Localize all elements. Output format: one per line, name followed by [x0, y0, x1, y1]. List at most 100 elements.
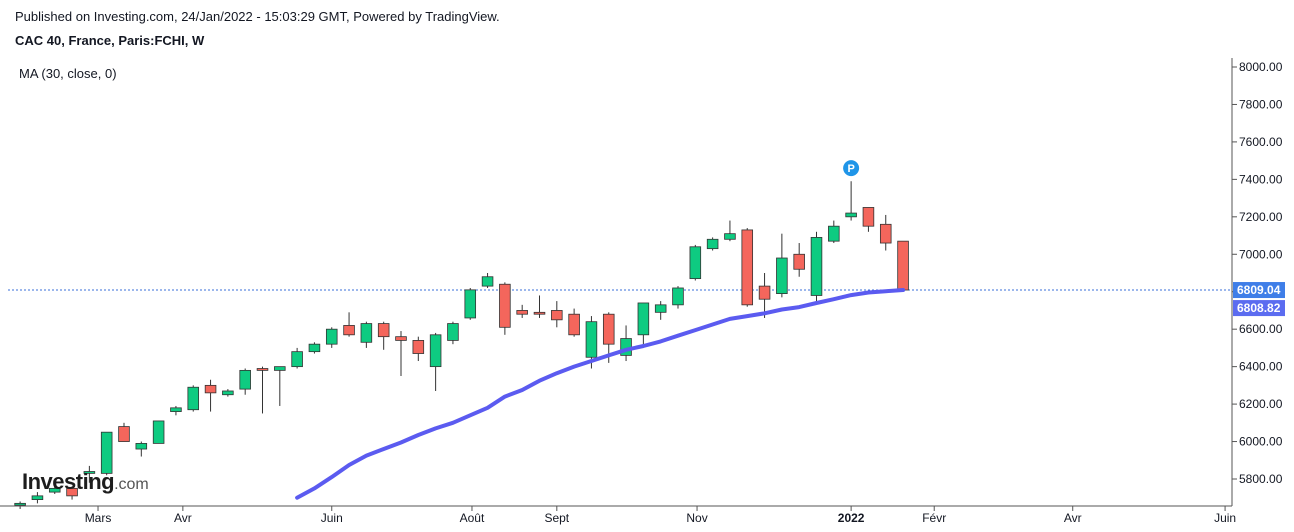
- candle-body: [654, 304, 667, 313]
- x-tick-label: Juin: [1214, 511, 1236, 525]
- candle: [516, 304, 528, 318]
- candle-body: [481, 276, 494, 287]
- y-tick-label: 7400.00: [1239, 172, 1283, 186]
- y-tick-label: 8000.00: [1239, 60, 1283, 74]
- candle: [256, 366, 269, 414]
- candle-body: [741, 229, 754, 306]
- candle: [862, 207, 875, 232]
- candle-body: [724, 233, 736, 240]
- last-price-tag: 6809.04: [1233, 282, 1285, 299]
- x-tick-label: 2022: [838, 511, 865, 525]
- candle: [637, 302, 650, 345]
- candle: [100, 431, 113, 476]
- x-tick-label: Sept: [544, 511, 569, 525]
- candle-body: [776, 257, 788, 295]
- candle: [274, 366, 286, 406]
- candle-body: [204, 384, 217, 394]
- candle-body: [447, 323, 459, 341]
- x-tick-label: Févr: [922, 511, 946, 525]
- price-tags: 6809.04 6808.82: [1233, 282, 1285, 317]
- last-price-tag-text: 6809.04: [1237, 283, 1281, 297]
- candle-body: [897, 240, 909, 291]
- candle: [377, 321, 390, 350]
- candle-body: [222, 390, 234, 396]
- candle-body: [308, 343, 321, 353]
- candle: [325, 327, 338, 348]
- candle: [741, 228, 754, 307]
- candle-body: [706, 238, 719, 250]
- candle-body: [862, 207, 875, 227]
- candle: [118, 422, 130, 442]
- y-tick-label: 7200.00: [1239, 210, 1283, 224]
- candle: [706, 237, 719, 251]
- y-tick-label: 7800.00: [1239, 97, 1283, 111]
- candle-body: [239, 369, 251, 390]
- candle-body: [170, 407, 182, 412]
- ma-indicator-label[interactable]: MA (30, close, 0): [19, 66, 117, 81]
- y-tick-label: 5800.00: [1239, 472, 1283, 486]
- x-tick-label: Mars: [85, 511, 112, 525]
- y-tick-label: 6200.00: [1239, 397, 1283, 411]
- candle-body: [343, 325, 355, 336]
- candle: [187, 385, 200, 412]
- ma-value-tag: 6808.82: [1233, 300, 1285, 317]
- logo-brand: Investing: [22, 469, 115, 494]
- candle: [239, 368, 251, 395]
- candle-body: [879, 223, 892, 244]
- candle: [135, 441, 148, 457]
- candle: [845, 181, 857, 221]
- y-tick-label: 6000.00: [1239, 435, 1283, 449]
- candle: [170, 405, 182, 416]
- candle: [83, 465, 96, 483]
- candle: [152, 420, 165, 444]
- candle: [222, 389, 234, 397]
- candle-body: [83, 471, 96, 474]
- candle-body: [828, 225, 840, 242]
- candle-body: [412, 340, 425, 354]
- candle-body: [810, 237, 823, 296]
- candle-body: [533, 311, 546, 315]
- candle-body: [66, 487, 78, 497]
- candle-body: [360, 323, 373, 343]
- candle-body: [325, 328, 338, 345]
- ma-value-tag-bg: [1233, 300, 1285, 317]
- event-marker-circle: [843, 160, 860, 177]
- candle: [204, 379, 217, 412]
- candle: [654, 301, 667, 320]
- candle: [447, 321, 459, 345]
- candle-body: [637, 302, 650, 336]
- candle-body: [48, 487, 61, 493]
- chart-title: CAC 40, France, Paris:FCHI, W: [15, 33, 205, 48]
- candle-body: [291, 351, 303, 368]
- event-marker[interactable]: P: [843, 160, 860, 177]
- candles: [14, 181, 909, 509]
- candle: [48, 484, 61, 494]
- candle: [308, 342, 321, 354]
- candle-body: [464, 289, 477, 319]
- candle-body: [551, 310, 563, 321]
- y-tick-label: 6600.00: [1239, 322, 1283, 336]
- candle: [360, 321, 373, 348]
- candle: [758, 273, 771, 318]
- ma-line-layer: [295, 288, 906, 500]
- candle: [689, 244, 702, 281]
- candle-body: [429, 334, 442, 368]
- candle: [828, 220, 840, 244]
- x-tick-label: Avr: [1064, 511, 1082, 525]
- candle: [533, 295, 546, 318]
- axes: 5800.006000.006200.006400.006600.006800.…: [0, 58, 1283, 525]
- candle: [793, 243, 805, 277]
- candle: [395, 331, 407, 376]
- event-marker-layer[interactable]: P: [843, 160, 860, 177]
- candle-body: [100, 431, 113, 474]
- x-tick-label: Avr: [174, 511, 192, 525]
- candle-body: [152, 420, 165, 444]
- published-info: Published on Investing.com, 24/Jan/2022 …: [15, 9, 500, 24]
- x-tick-label: Nov: [686, 511, 707, 525]
- candle-body: [499, 283, 511, 328]
- candle: [343, 312, 355, 337]
- investing-logo: Investing.com: [22, 469, 149, 495]
- candle: [291, 347, 303, 369]
- candle: [879, 214, 892, 251]
